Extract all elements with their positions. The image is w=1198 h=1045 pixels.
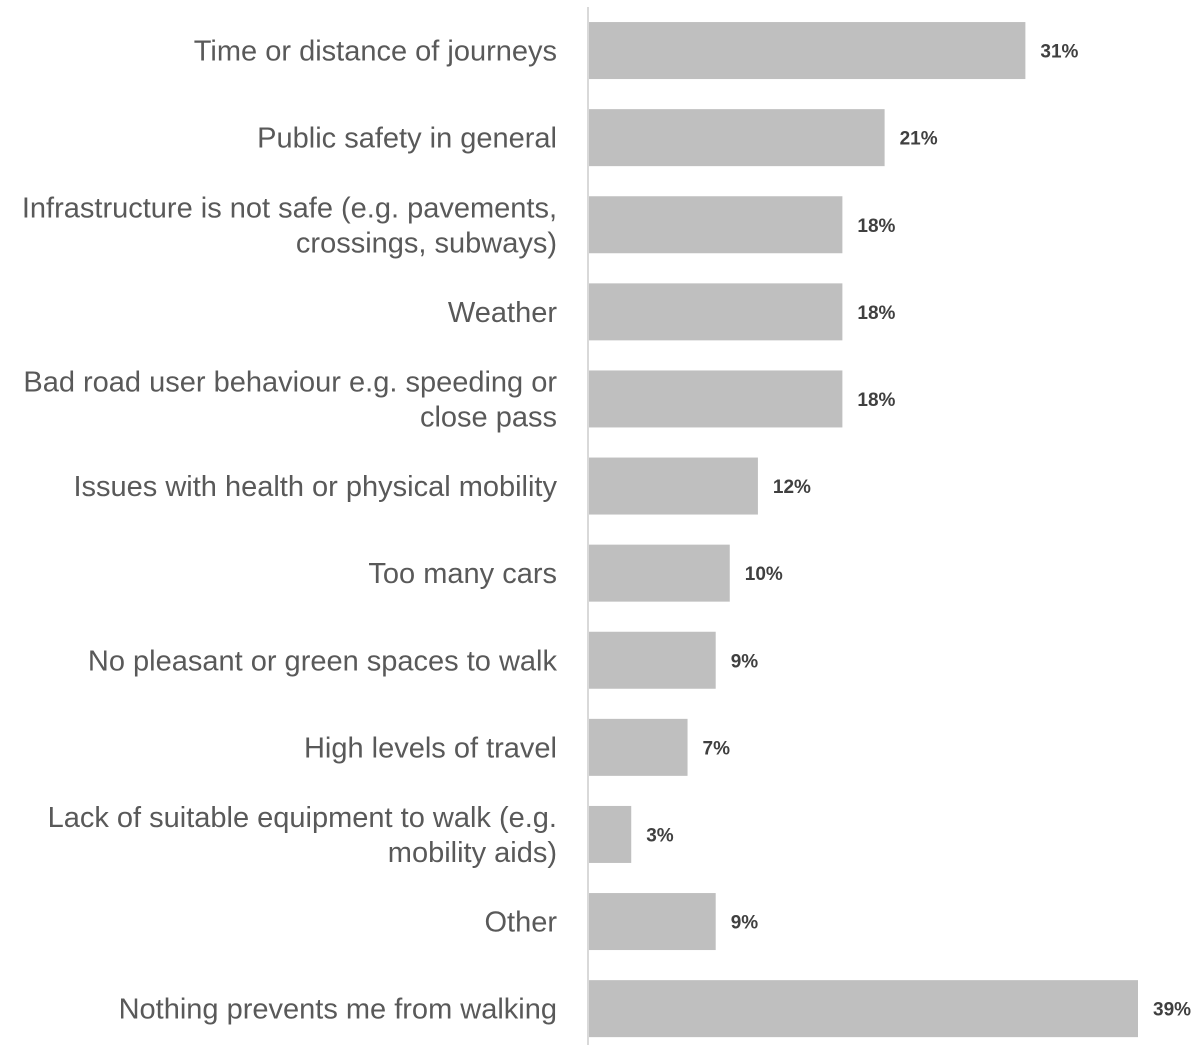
category-label: Time or distance of journeys: [194, 36, 557, 68]
bar: [589, 544, 730, 602]
value-labels-group: 31% 21% 18% 18% 18% 12% 10% 9% 7% 3% 9% 39%: [646, 42, 1191, 1021]
category-label-line: Bad road user behaviour e.g. speeding or: [23, 366, 557, 398]
value-label: 3%: [646, 825, 674, 846]
category-label-line: No pleasant or green spaces to walk: [88, 645, 558, 677]
category-label-line: Lack of suitable equipment to walk (e.g.: [48, 802, 557, 834]
category-label: Lack of suitable equipment to walk (e.g.…: [48, 802, 557, 869]
category-label-line: Issues with health or physical mobility: [73, 471, 557, 503]
category-label-line: High levels of travel: [304, 732, 557, 764]
bar: [589, 805, 632, 863]
category-label: High levels of travel: [304, 732, 557, 764]
bar: [589, 893, 716, 951]
value-label: 7%: [703, 738, 731, 759]
bar: [589, 22, 1026, 80]
category-label-line: crossings, subways): [296, 227, 557, 259]
category-label: No pleasant or green spaces to walk: [88, 645, 558, 677]
bar: [589, 370, 843, 428]
bar: [589, 631, 716, 689]
bars-group: [589, 22, 1138, 1038]
bar: [589, 196, 843, 254]
category-label: Issues with health or physical mobility: [73, 471, 557, 503]
category-label: Too many cars: [368, 558, 557, 590]
bar: [589, 980, 1138, 1038]
value-label: 39%: [1153, 1000, 1191, 1021]
bar: [589, 718, 688, 776]
category-label-line: close pass: [420, 401, 557, 433]
category-label-line: Public safety in general: [257, 123, 557, 155]
value-label: 9%: [731, 651, 759, 672]
category-label: Bad road user behaviour e.g. speeding or…: [23, 366, 557, 433]
category-label: Nothing prevents me from walking: [119, 994, 557, 1026]
value-label: 18%: [857, 390, 895, 411]
bar: [589, 109, 885, 167]
bar: [589, 283, 843, 341]
category-label-line: mobility aids): [388, 837, 557, 869]
category-label: Public safety in general: [257, 123, 557, 155]
category-label-line: Time or distance of journeys: [194, 36, 557, 68]
value-label: 9%: [731, 913, 759, 934]
category-label: Weather: [448, 297, 557, 329]
category-label-line: Too many cars: [368, 558, 557, 590]
category-label-line: Weather: [448, 297, 557, 329]
category-label-line: Infrastructure is not safe (e.g. pavemen…: [22, 192, 557, 224]
category-label: Other: [484, 907, 557, 939]
category-label: Infrastructure is not safe (e.g. pavemen…: [22, 192, 557, 259]
value-label: 10%: [745, 564, 783, 585]
value-label: 18%: [857, 216, 895, 237]
value-label: 12%: [773, 477, 811, 498]
value-label: 18%: [857, 303, 895, 324]
value-label: 31%: [1040, 42, 1078, 63]
value-label: 21%: [900, 129, 938, 150]
category-label-line: Other: [484, 907, 557, 939]
category-labels-group: Time or distance of journeys Public safet…: [22, 36, 558, 1026]
bar: [589, 457, 758, 515]
category-label-line: Nothing prevents me from walking: [119, 994, 557, 1026]
